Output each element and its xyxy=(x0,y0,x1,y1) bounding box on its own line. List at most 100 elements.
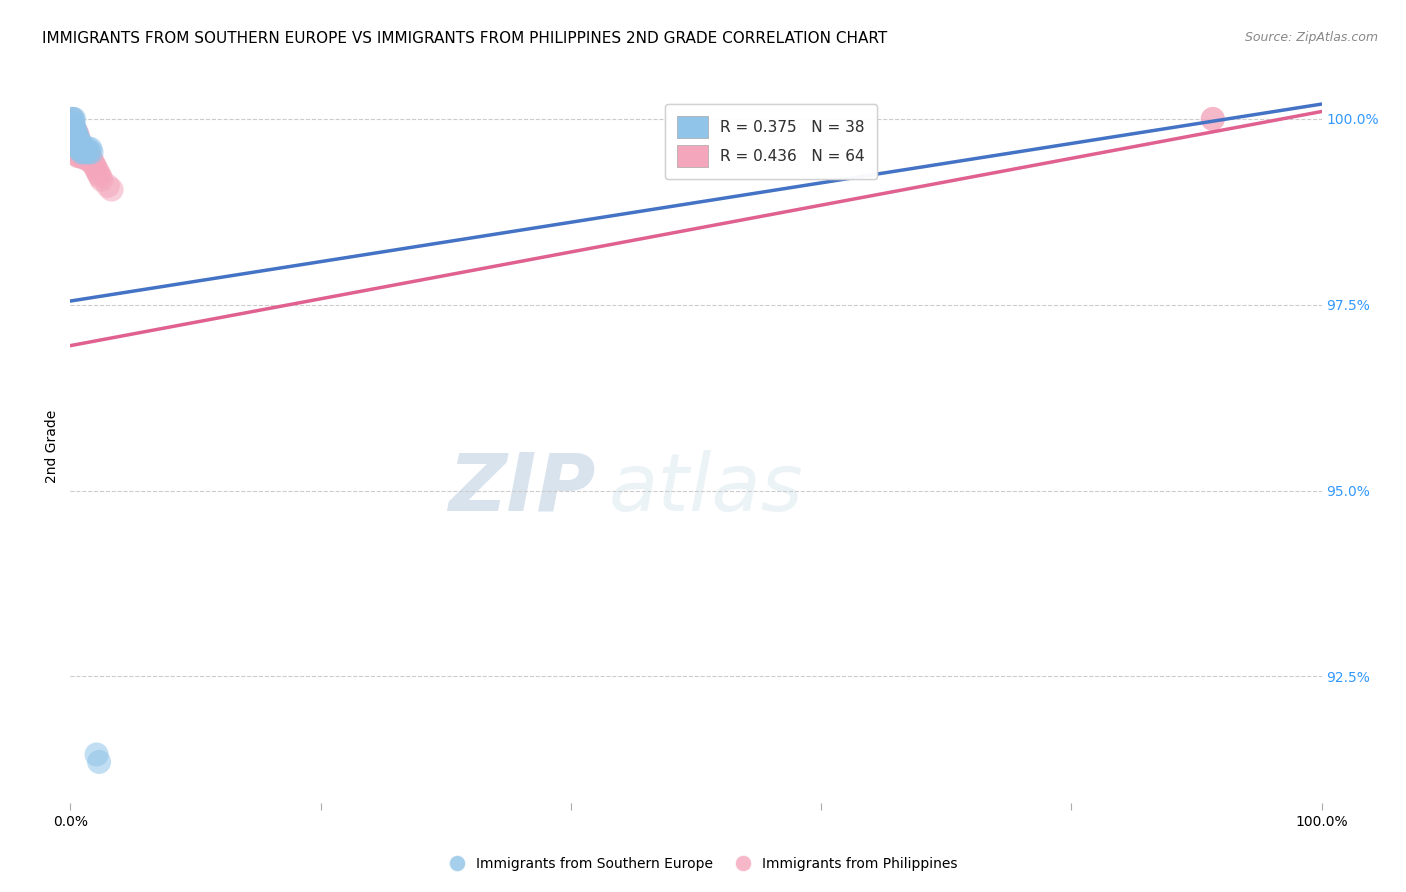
Point xyxy=(63,142,86,156)
Point xyxy=(72,145,94,160)
Point xyxy=(90,173,112,187)
Point xyxy=(70,137,93,152)
Point xyxy=(63,120,86,134)
Point xyxy=(100,183,122,197)
Point xyxy=(60,120,83,134)
Point xyxy=(60,112,83,126)
Point xyxy=(66,134,89,148)
Point xyxy=(62,120,84,135)
Point xyxy=(62,120,84,134)
Legend: Immigrants from Southern Europe, Immigrants from Philippines: Immigrants from Southern Europe, Immigra… xyxy=(443,851,963,876)
Point xyxy=(79,142,101,156)
Point xyxy=(73,142,96,156)
Point xyxy=(75,143,97,157)
Text: atlas: atlas xyxy=(609,450,803,528)
Point xyxy=(66,130,89,145)
Point xyxy=(66,142,89,156)
Point xyxy=(65,137,87,152)
Point xyxy=(65,130,87,145)
Point xyxy=(60,118,83,132)
Point xyxy=(77,147,100,161)
Point xyxy=(65,136,87,150)
Point xyxy=(62,125,84,139)
Point xyxy=(65,147,87,161)
Point xyxy=(67,149,90,163)
Point xyxy=(65,134,87,148)
Point xyxy=(73,149,96,163)
Point xyxy=(65,133,87,147)
Point xyxy=(63,112,86,126)
Point xyxy=(63,130,86,145)
Point xyxy=(66,149,89,163)
Point xyxy=(63,127,86,141)
Point xyxy=(59,123,82,137)
Point xyxy=(63,120,86,135)
Point xyxy=(65,123,87,137)
Point xyxy=(69,140,91,154)
Point xyxy=(62,115,84,129)
Point xyxy=(76,147,98,161)
Point xyxy=(60,115,83,129)
Point xyxy=(60,112,83,126)
Point xyxy=(80,153,103,167)
Point xyxy=(70,137,93,152)
Point xyxy=(86,162,108,177)
Point xyxy=(86,747,108,762)
Point xyxy=(62,112,84,126)
Point xyxy=(72,142,94,156)
Point xyxy=(89,169,111,184)
Point xyxy=(66,133,89,147)
Text: IMMIGRANTS FROM SOUTHERN EUROPE VS IMMIGRANTS FROM PHILIPPINES 2ND GRADE CORRELA: IMMIGRANTS FROM SOUTHERN EUROPE VS IMMIG… xyxy=(42,31,887,46)
Point xyxy=(67,137,90,152)
Point xyxy=(70,143,93,157)
Point xyxy=(66,128,89,143)
Point xyxy=(79,151,101,165)
Point xyxy=(65,125,87,139)
Text: Source: ZipAtlas.com: Source: ZipAtlas.com xyxy=(1244,31,1378,45)
Point xyxy=(65,130,87,145)
Point xyxy=(75,142,97,156)
Point xyxy=(73,143,96,157)
Point xyxy=(76,153,98,167)
Point xyxy=(77,145,100,160)
Point xyxy=(59,123,82,137)
Point xyxy=(69,145,91,160)
Text: ZIP: ZIP xyxy=(449,450,596,528)
Point xyxy=(67,134,90,148)
Point xyxy=(65,123,87,137)
Point xyxy=(65,134,87,148)
Point xyxy=(75,149,97,163)
Point xyxy=(1202,112,1225,126)
Point xyxy=(63,127,86,141)
Point xyxy=(66,137,89,152)
Point xyxy=(67,143,90,157)
Point xyxy=(65,137,87,152)
Legend: R = 0.375   N = 38, R = 0.436   N = 64: R = 0.375 N = 38, R = 0.436 N = 64 xyxy=(665,104,877,179)
Point xyxy=(76,142,98,156)
Point xyxy=(60,120,83,135)
Point xyxy=(70,149,93,163)
Point xyxy=(67,133,90,147)
Point xyxy=(67,137,90,152)
Point xyxy=(65,142,87,156)
Point xyxy=(97,178,120,193)
Point xyxy=(65,128,87,143)
Point xyxy=(82,155,104,169)
Point xyxy=(69,137,91,152)
Point xyxy=(65,127,87,141)
Point xyxy=(63,123,86,137)
Point xyxy=(87,165,110,179)
Point xyxy=(72,145,94,159)
Point xyxy=(80,145,103,160)
Point xyxy=(65,130,87,145)
Point xyxy=(69,136,91,150)
Point xyxy=(84,161,107,175)
Point xyxy=(76,151,98,165)
Point xyxy=(59,125,82,139)
Point xyxy=(87,168,110,182)
Point xyxy=(72,151,94,165)
Point xyxy=(70,145,93,160)
Point xyxy=(76,145,98,160)
Point xyxy=(66,143,89,157)
Point xyxy=(69,142,91,156)
